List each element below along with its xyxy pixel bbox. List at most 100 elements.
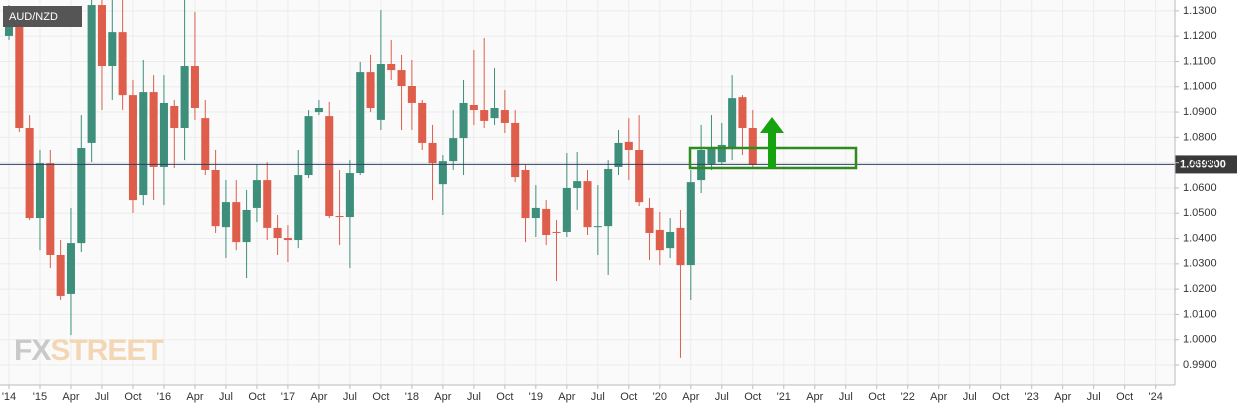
x-tick-label: Jul (963, 391, 977, 403)
candle-body (366, 72, 375, 109)
y-tick-label: 1.0900 (1183, 106, 1217, 118)
candle-body (728, 98, 737, 148)
candle-body (624, 141, 633, 151)
x-tick-label: Jul (591, 391, 605, 403)
candle-body (294, 175, 303, 241)
candle-body (697, 150, 706, 181)
candle-body (717, 144, 726, 163)
x-tick-label: Oct (868, 391, 885, 403)
candle-body (397, 70, 406, 87)
candle-body (428, 142, 437, 164)
x-tick-label: '18 (405, 391, 419, 403)
y-tick-label: 1.0100 (1183, 308, 1217, 320)
candle-body (118, 32, 127, 96)
x-tick-label: Oct (620, 391, 637, 403)
candle-body (149, 92, 158, 167)
candle-body (242, 209, 251, 243)
candle-body (159, 102, 168, 167)
x-tick-label: '22 (901, 391, 915, 403)
candle-body (283, 238, 292, 241)
grid (0, 0, 1175, 385)
candle-body (345, 173, 354, 218)
x-tick-label: Jul (715, 391, 729, 403)
x-tick-label: Apr (682, 391, 699, 403)
x-tick-label: Jul (343, 391, 357, 403)
candle-body (562, 187, 571, 232)
candle-body (314, 108, 323, 113)
candle-body (542, 208, 551, 235)
x-tick-label: Apr (62, 391, 79, 403)
candle-body (56, 254, 65, 296)
x-tick-label: Apr (186, 391, 203, 403)
x-tick-label: '20 (653, 391, 667, 403)
x-tick-label: '17 (281, 391, 295, 403)
candle-body (108, 32, 117, 67)
candle-body (46, 163, 55, 255)
x-tick-label: Apr (930, 391, 947, 403)
candle-body (438, 161, 447, 185)
y-tick-label: 1.0700 (1183, 157, 1217, 169)
watermark-first: FX (14, 334, 51, 367)
y-tick-label: 1.1200 (1183, 30, 1217, 42)
y-tick-label: 0.9900 (1183, 359, 1217, 371)
x-tick-label: Oct (1116, 391, 1133, 403)
candle-body (469, 104, 478, 111)
candle-body (211, 169, 220, 227)
x-tick-label: Jul (467, 391, 481, 403)
candle-body (170, 105, 179, 128)
candle-body (490, 108, 499, 119)
x-tick-label: Apr (434, 391, 451, 403)
symbol-box (3, 6, 82, 27)
x-tick-label: '19 (529, 391, 543, 403)
y-tick-label: 1.0800 (1183, 131, 1217, 143)
candle-body (128, 95, 137, 201)
y-tick-label: 1.1000 (1183, 81, 1217, 93)
candle-body (459, 102, 468, 139)
candles (4, 0, 757, 358)
x-tick-label: '15 (33, 391, 47, 403)
candle-body (356, 72, 365, 174)
candle-body (273, 227, 282, 239)
x-tick-label: Oct (744, 391, 761, 403)
x-tick-label: Jul (219, 391, 233, 403)
candle-body (511, 122, 520, 178)
candle-body (325, 116, 334, 217)
x-tick-label: '23 (1025, 391, 1039, 403)
watermark: FXSTREET (14, 334, 163, 367)
x-tick-label: Oct (992, 391, 1009, 403)
candle-body (531, 207, 540, 219)
candle-body (252, 180, 261, 208)
candle-body (35, 163, 45, 219)
candle-body (97, 5, 106, 67)
candle-body (87, 5, 96, 143)
y-tick-label: 1.0200 (1183, 283, 1217, 295)
candle-body (190, 66, 199, 109)
candle-body (201, 118, 210, 170)
candle-body (676, 227, 685, 266)
candle-body (666, 231, 675, 249)
candle-body (335, 216, 344, 218)
candle-body (77, 147, 86, 244)
candle-body (15, 17, 24, 128)
candle-body (707, 147, 716, 164)
x-tick-label: Apr (1054, 391, 1071, 403)
symbol-label: AUD/NZD (9, 11, 58, 23)
candle-body (221, 202, 230, 228)
candle-body (376, 63, 385, 120)
y-tick-label: 1.0500 (1183, 207, 1217, 219)
x-tick-label: Jul (839, 391, 853, 403)
y-tick-label: 1.1300 (1183, 5, 1217, 17)
x-tick-label: Oct (496, 391, 513, 403)
candle-body (614, 142, 623, 167)
x-tick-label: Apr (310, 391, 327, 403)
candle-body (521, 169, 530, 219)
candle-body (583, 181, 592, 228)
y-tick-label: 1.0300 (1183, 258, 1217, 270)
candle-body (139, 92, 148, 196)
y-tick-label: 1.0600 (1183, 182, 1217, 194)
candle-body (573, 181, 582, 188)
y-tick-label: 1.0400 (1183, 232, 1217, 244)
candle-body (635, 150, 644, 203)
candle-body (232, 202, 241, 243)
